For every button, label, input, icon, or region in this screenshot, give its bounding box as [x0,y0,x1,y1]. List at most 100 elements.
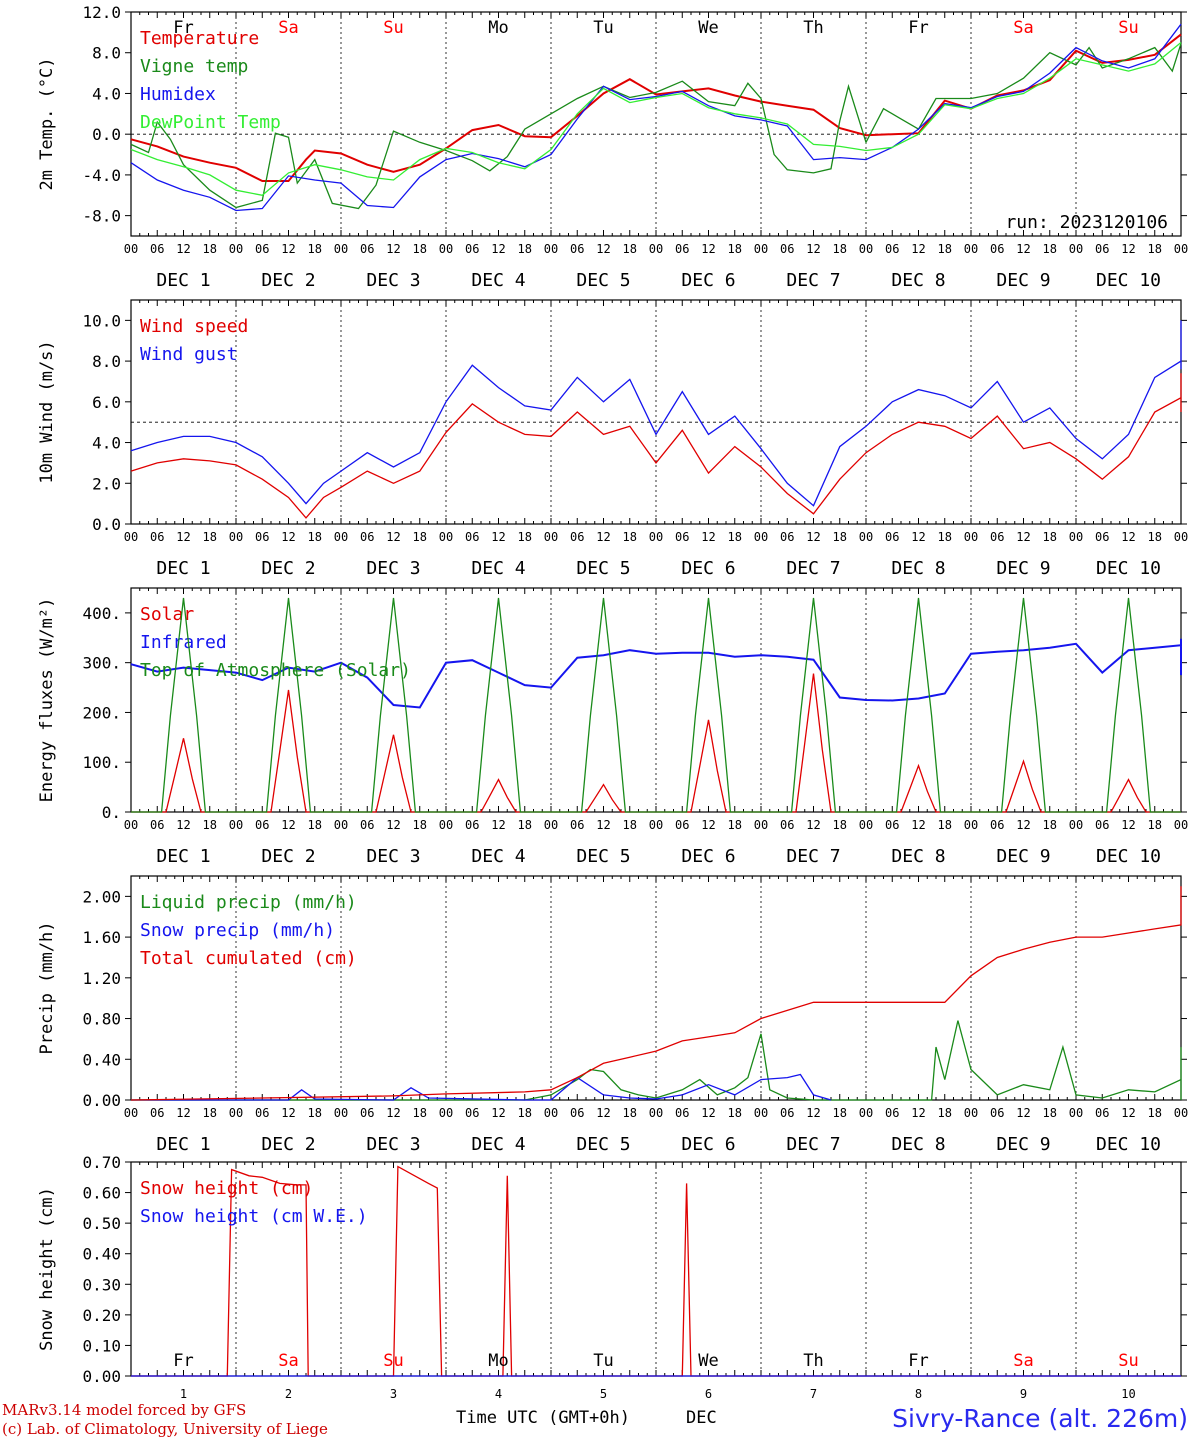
hour-tick-label: 00 [124,818,138,832]
panel-energy: 400. 300. 200. 100. 0. Energy fluxes (W/m²) 00… [37,587,1188,867]
day-name-label: Fr [173,1351,193,1371]
legend-entry: Temperature [140,28,259,49]
y-axis-title: Precip (mm/h) [37,921,57,1054]
hour-tick-label: 18 [623,818,637,832]
hour-tick-label: 00 [229,818,243,832]
hour-tick-label: 12 [491,530,505,544]
hour-tick-label: 00 [649,818,663,832]
hour-tick-label: 00 [754,818,768,832]
hour-tick-label: 06 [885,242,899,256]
y-tick-label: 6.0 [92,393,121,412]
hour-tick-label: 12 [806,530,820,544]
hour-tick-label: 12 [386,818,400,832]
hour-tick-label: 18 [938,530,952,544]
hour-tick-label: 12 [176,242,190,256]
y-axis-title: Energy fluxes (W/m²) [37,598,57,803]
hour-tick-label: 06 [360,818,374,832]
hour-tick-label: 18 [308,818,322,832]
date-label: DEC 10 [1096,270,1161,291]
hour-tick-label: 00 [439,818,453,832]
hour-tick-label: 06 [255,242,269,256]
hour-tick-label: 00 [1174,818,1188,832]
y-tick-label: 0.40 [82,1050,121,1069]
hour-tick-label: 12 [281,242,295,256]
hour-tick-label: 00 [754,242,768,256]
date-label: DEC 9 [996,1134,1050,1155]
hour-tick-label: 06 [675,530,689,544]
hour-tick-label: 18 [413,818,427,832]
hour-tick-label: 18 [518,818,532,832]
station-label: Sivry-Rance (alt. 226m) [892,1404,1188,1433]
x-axis-title: Time UTC (GMT+0h) [456,1408,630,1428]
legend-entry: Total cumulated (cm) [140,948,357,969]
day-name-label: Mo [488,1351,508,1371]
y-tick-label: 2.0 [92,474,121,493]
day-name-label: Mo [488,18,508,38]
hour-tick-label: 12 [176,1106,190,1120]
panel-wind: 10.0 8.0 6.0 4.0 2.0 0.0 10m Wind (m/s) 00 06 12 1… [37,299,1188,579]
hour-tick-label: 18 [833,1106,847,1120]
hour-tick-label: 06 [885,818,899,832]
hour-tick-label: 18 [518,242,532,256]
legend-entry: Top of Atmosphere (Solar) [140,660,411,681]
day-name-label: Th [803,18,823,38]
hour-tick-label: 00 [1069,1106,1083,1120]
hour-tick-label: 00 [859,818,873,832]
hour-tick-label: 00 [1069,242,1083,256]
y-tick-label: 400. [82,604,121,623]
legend-entry: Liquid precip (mm/h) [140,892,357,913]
day-number-label: 5 [600,1387,607,1401]
y-tick-label: 100. [82,753,121,772]
hour-tick-label: 12 [1016,818,1030,832]
y-tick-label: 1.60 [82,928,121,947]
panel-precip: 2.00 1.60 1.20 0.80 0.40 0.00 Precip (mm/h) 00 0… [37,875,1188,1155]
hour-tick-label: 06 [990,1106,1004,1120]
date-label: DEC 4 [471,1134,525,1155]
hour-tick-label: 12 [806,818,820,832]
hour-tick-label: 00 [859,1106,873,1120]
hour-tick-label: 00 [124,530,138,544]
hour-tick-label: 12 [281,818,295,832]
series-line-top-of-atmosphere-solar- [131,597,1181,813]
date-label: DEC 2 [261,558,315,579]
hour-tick-label: 18 [308,530,322,544]
hour-tick-label: 06 [675,242,689,256]
y-tick-label: 0.10 [82,1336,121,1355]
hour-tick-label: 00 [964,1106,978,1120]
hour-tick-label: 06 [570,1106,584,1120]
day-name-label: Sa [1013,18,1033,38]
hour-tick-label: 00 [1069,818,1083,832]
hour-tick-label: 18 [1148,818,1162,832]
hour-tick-label: 06 [255,1106,269,1120]
hour-tick-label: 06 [1095,818,1109,832]
hour-tick-label: 06 [465,1106,479,1120]
date-label: DEC 6 [681,270,735,291]
hour-tick-label: 18 [728,242,742,256]
date-label: DEC 6 [681,558,735,579]
series-line-snow-precip-mm-h- [131,1073,832,1101]
hour-tick-label: 18 [1043,1106,1057,1120]
series-line-humidex [130,23,1182,212]
hour-tick-label: 18 [833,530,847,544]
y-tick-label: 2.00 [82,887,121,906]
hour-tick-label: 18 [728,1106,742,1120]
date-label: DEC 8 [891,270,945,291]
hour-tick-label: 18 [1043,530,1057,544]
hour-tick-label: 06 [150,242,164,256]
hour-tick-label: 00 [1069,530,1083,544]
series-line-vigne-temp [130,43,1182,210]
hour-tick-label: 18 [1043,242,1057,256]
hour-tick-label: 12 [596,818,610,832]
hour-tick-label: 00 [544,242,558,256]
date-label: DEC 5 [576,270,630,291]
hour-tick-label: 18 [938,818,952,832]
hour-tick-label: 00 [334,1106,348,1120]
y-tick-label: 0.0 [92,125,121,144]
day-name-label: Tu [593,1351,613,1371]
date-label: DEC 7 [786,270,840,291]
legend-entry: Infrared [140,632,227,653]
day-name-label: We [698,18,718,38]
legend-entry: Wind gust [140,344,238,365]
hour-tick-label: 00 [229,1106,243,1120]
y-tick-label: 0.0 [92,515,121,534]
